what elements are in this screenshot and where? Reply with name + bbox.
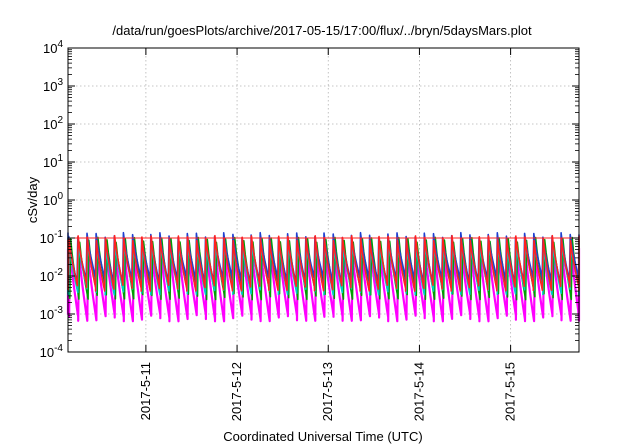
y-tick-label-exponent: 3 (57, 77, 63, 88)
y-tick-label-base: 10 (40, 307, 54, 322)
chart-title: /data/run/goesPlots/archive/2017-05-15/1… (112, 23, 532, 38)
y-axis-label: cSv/day (25, 176, 40, 223)
y-tick-label: 101 (43, 153, 63, 170)
y-tick-label-exponent: -1 (54, 229, 63, 240)
x-tick-label: 2017-5-11 (138, 362, 153, 420)
y-tick-label: 100 (43, 191, 63, 208)
x-tick-label: 2017-5-14 (411, 362, 426, 421)
axis-ticks (68, 47, 579, 353)
y-tick-label-exponent: -2 (54, 267, 63, 278)
y-tick-label-base: 10 (43, 79, 57, 94)
y-tick-label-base: 10 (40, 269, 54, 284)
y-tick-label-base: 10 (43, 155, 57, 170)
y-tick-label: 10-1 (40, 229, 64, 246)
y-tick-label-exponent: 1 (57, 153, 63, 164)
x-tick-labels: 2017-5-11 2017-5-12 2017-5-13 2017-5-14 2017… (138, 362, 518, 421)
y-tick-label: 10-3 (40, 305, 64, 322)
y-tick-label-base: 10 (43, 193, 57, 208)
x-axis-label: Coordinated Universal Time (UTC) (223, 429, 422, 444)
y-tick-label: 102 (43, 115, 63, 132)
y-tick-label-exponent: 0 (57, 191, 63, 202)
y-tick-label: 104 (43, 39, 63, 56)
x-tick-label: 2017-5-13 (320, 362, 335, 421)
y-tick-label: 103 (43, 77, 63, 94)
y-tick-label-base: 10 (40, 231, 54, 246)
y-tick-label-exponent: -4 (54, 343, 63, 354)
y-tick-label-base: 10 (40, 345, 54, 360)
y-tick-label-base: 10 (43, 41, 57, 56)
x-tick-label: 2017-5-12 (229, 362, 244, 421)
series-group (66, 231, 581, 323)
series-line (67, 234, 580, 292)
y-tick-label-exponent: -3 (54, 305, 63, 316)
x-tick-label: 2017-5-15 (503, 362, 518, 421)
y-tick-label-base: 10 (43, 117, 57, 132)
y-tick-label: 10-2 (40, 267, 64, 284)
y-tick-label-exponent: 2 (57, 115, 63, 126)
y-tick-label: 10-4 (40, 343, 64, 360)
y-tick-label-exponent: 4 (57, 39, 63, 50)
